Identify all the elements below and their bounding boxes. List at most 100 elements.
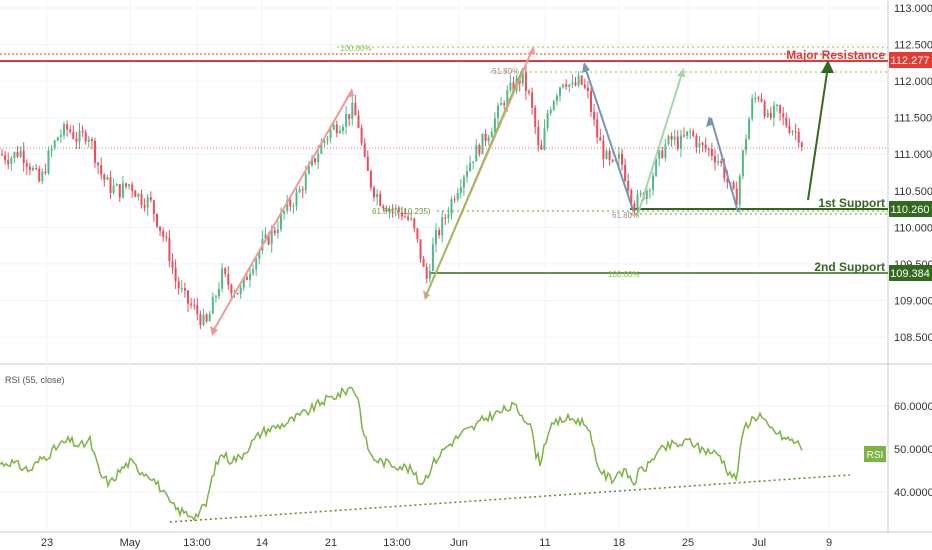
candle-body	[754, 97, 757, 99]
price-tag-resistance: 112.277	[889, 52, 932, 68]
candle-body	[797, 131, 800, 143]
candle-body	[28, 166, 31, 171]
candle-body	[655, 158, 658, 176]
candle-body	[205, 314, 208, 322]
candle-body	[221, 268, 224, 289]
candle-body	[208, 313, 211, 322]
candle-body	[459, 187, 462, 193]
time-tick-label: 14	[256, 537, 268, 549]
candle-body	[242, 276, 245, 288]
candle-body	[301, 189, 304, 191]
candle-body	[509, 82, 512, 91]
candle-body	[493, 118, 496, 132]
arrow-green-jun	[424, 67, 524, 299]
candle-body	[413, 218, 416, 229]
candle-body	[335, 124, 338, 134]
candle-body	[385, 208, 388, 212]
candle-body	[382, 205, 385, 209]
arrow-head	[527, 46, 535, 55]
candle-body	[388, 208, 391, 212]
candle-body	[565, 84, 568, 87]
candle-body	[689, 131, 692, 133]
candle-body	[785, 117, 788, 126]
candle-body	[639, 193, 642, 195]
rsi-tick-label: 40.0000	[894, 487, 932, 499]
candle-body	[72, 131, 75, 139]
time-tick-label: 18	[613, 537, 625, 549]
candle-body	[376, 194, 379, 198]
candle-body	[559, 87, 561, 96]
candle-body	[286, 200, 289, 212]
candle-body	[255, 258, 258, 270]
fib-label: 100.00%	[340, 44, 372, 53]
time-tick-label: 23	[41, 537, 53, 549]
candle-body	[239, 287, 242, 295]
candle-body	[782, 113, 785, 118]
candle-body	[633, 203, 636, 212]
candle-body	[475, 144, 478, 162]
price-axis-ticks: 113.000 112.500 112.000 111.500 111.000 110.5…	[894, 3, 932, 499]
candle-body	[658, 150, 661, 159]
candle-body	[521, 72, 524, 84]
time-tick-label: 25	[682, 537, 694, 549]
price-tick-label: 113.000	[894, 3, 932, 15]
candle-body	[472, 161, 475, 164]
candle-body	[121, 183, 124, 198]
candle-body	[84, 132, 87, 142]
candle-body	[174, 267, 177, 282]
candle-body	[47, 150, 50, 173]
candle-body	[537, 126, 540, 146]
candle-body	[531, 92, 534, 108]
fib-label: 61.8% (110.235)	[372, 207, 431, 216]
candle-body	[307, 165, 310, 174]
candle-body	[676, 136, 679, 149]
candle-body	[772, 105, 775, 118]
candle-body	[704, 144, 707, 149]
candle-body	[16, 152, 19, 157]
candle-body	[487, 137, 490, 142]
candle-body	[469, 163, 472, 172]
candle-body	[794, 131, 797, 133]
candle-body	[400, 212, 403, 217]
candle-body	[779, 105, 782, 114]
candle-body	[165, 237, 168, 239]
candle-body	[159, 226, 162, 231]
candle-body	[611, 159, 614, 162]
candle-body	[264, 234, 267, 239]
candle-body	[717, 161, 720, 163]
candle-body	[695, 135, 698, 148]
candle-body	[438, 230, 441, 236]
price-tag-bg	[889, 52, 932, 68]
candle-body	[187, 290, 189, 304]
time-tick-label: 13:00	[183, 537, 211, 549]
candle-body	[280, 213, 282, 230]
candle-body	[720, 161, 723, 163]
candle-body	[196, 305, 199, 315]
candle-body	[360, 127, 363, 144]
candle-body	[506, 90, 509, 106]
price-tick-label: 110.500	[894, 186, 932, 198]
price-tag-text: 110.260	[891, 204, 930, 216]
candle-body	[236, 293, 239, 295]
candle-body	[32, 167, 34, 171]
candle-body	[140, 193, 143, 205]
candle-body	[397, 207, 400, 213]
candle-body	[394, 207, 397, 210]
candle-body	[652, 175, 654, 190]
candle-body	[149, 197, 152, 201]
candle-body	[683, 135, 685, 137]
candle-body	[608, 151, 611, 160]
candle-body	[320, 142, 323, 154]
candle-body	[763, 101, 766, 117]
candle-body	[109, 177, 112, 193]
time-tick-label: Jun	[450, 537, 468, 549]
price-tag-support1: 110.260	[889, 201, 932, 217]
candle-body	[345, 114, 348, 127]
candle-body	[366, 156, 369, 171]
candle-body	[311, 158, 313, 166]
arrow-tail-head	[210, 326, 218, 336]
candle-body	[624, 164, 627, 181]
price-tick-label: 108.500	[894, 332, 932, 344]
candle-body	[769, 112, 772, 118]
